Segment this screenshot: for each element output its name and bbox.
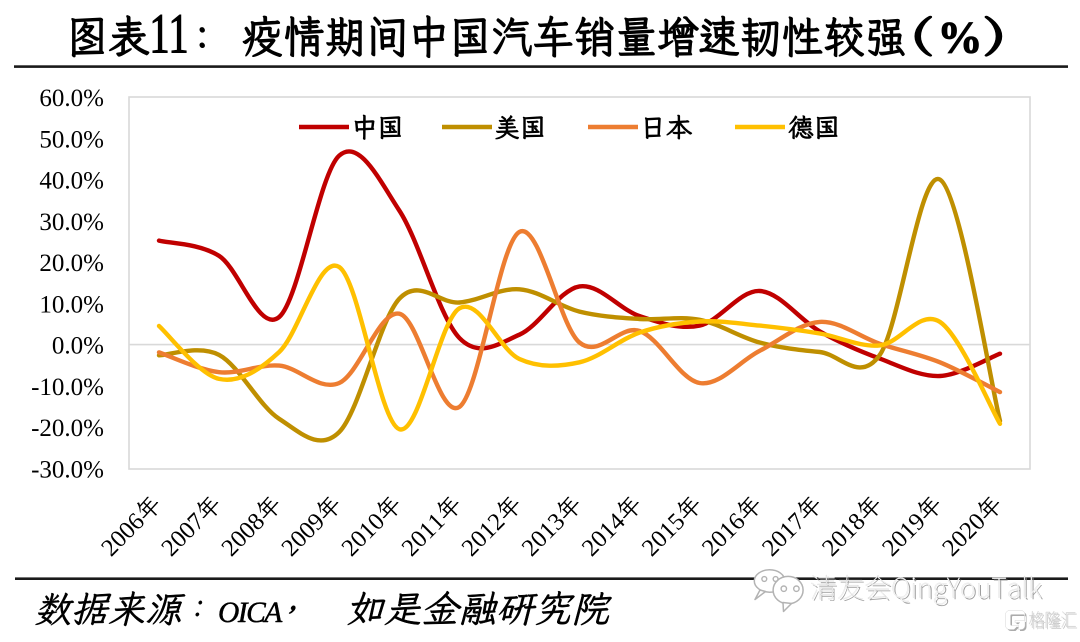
- svg-text:50.0%: 50.0%: [39, 126, 104, 153]
- svg-text:60.0%: 60.0%: [39, 85, 104, 112]
- svg-text:10.0%: 10.0%: [39, 291, 104, 318]
- svg-text:20.0%: 20.0%: [39, 250, 104, 277]
- svg-text:30.0%: 30.0%: [39, 209, 104, 236]
- svg-text:-20.0%: -20.0%: [31, 415, 104, 442]
- svg-text:-10.0%: -10.0%: [31, 374, 104, 401]
- svg-text:0.0%: 0.0%: [52, 333, 104, 360]
- svg-text:-30.0%: -30.0%: [31, 456, 104, 483]
- svg-text:40.0%: 40.0%: [39, 168, 104, 195]
